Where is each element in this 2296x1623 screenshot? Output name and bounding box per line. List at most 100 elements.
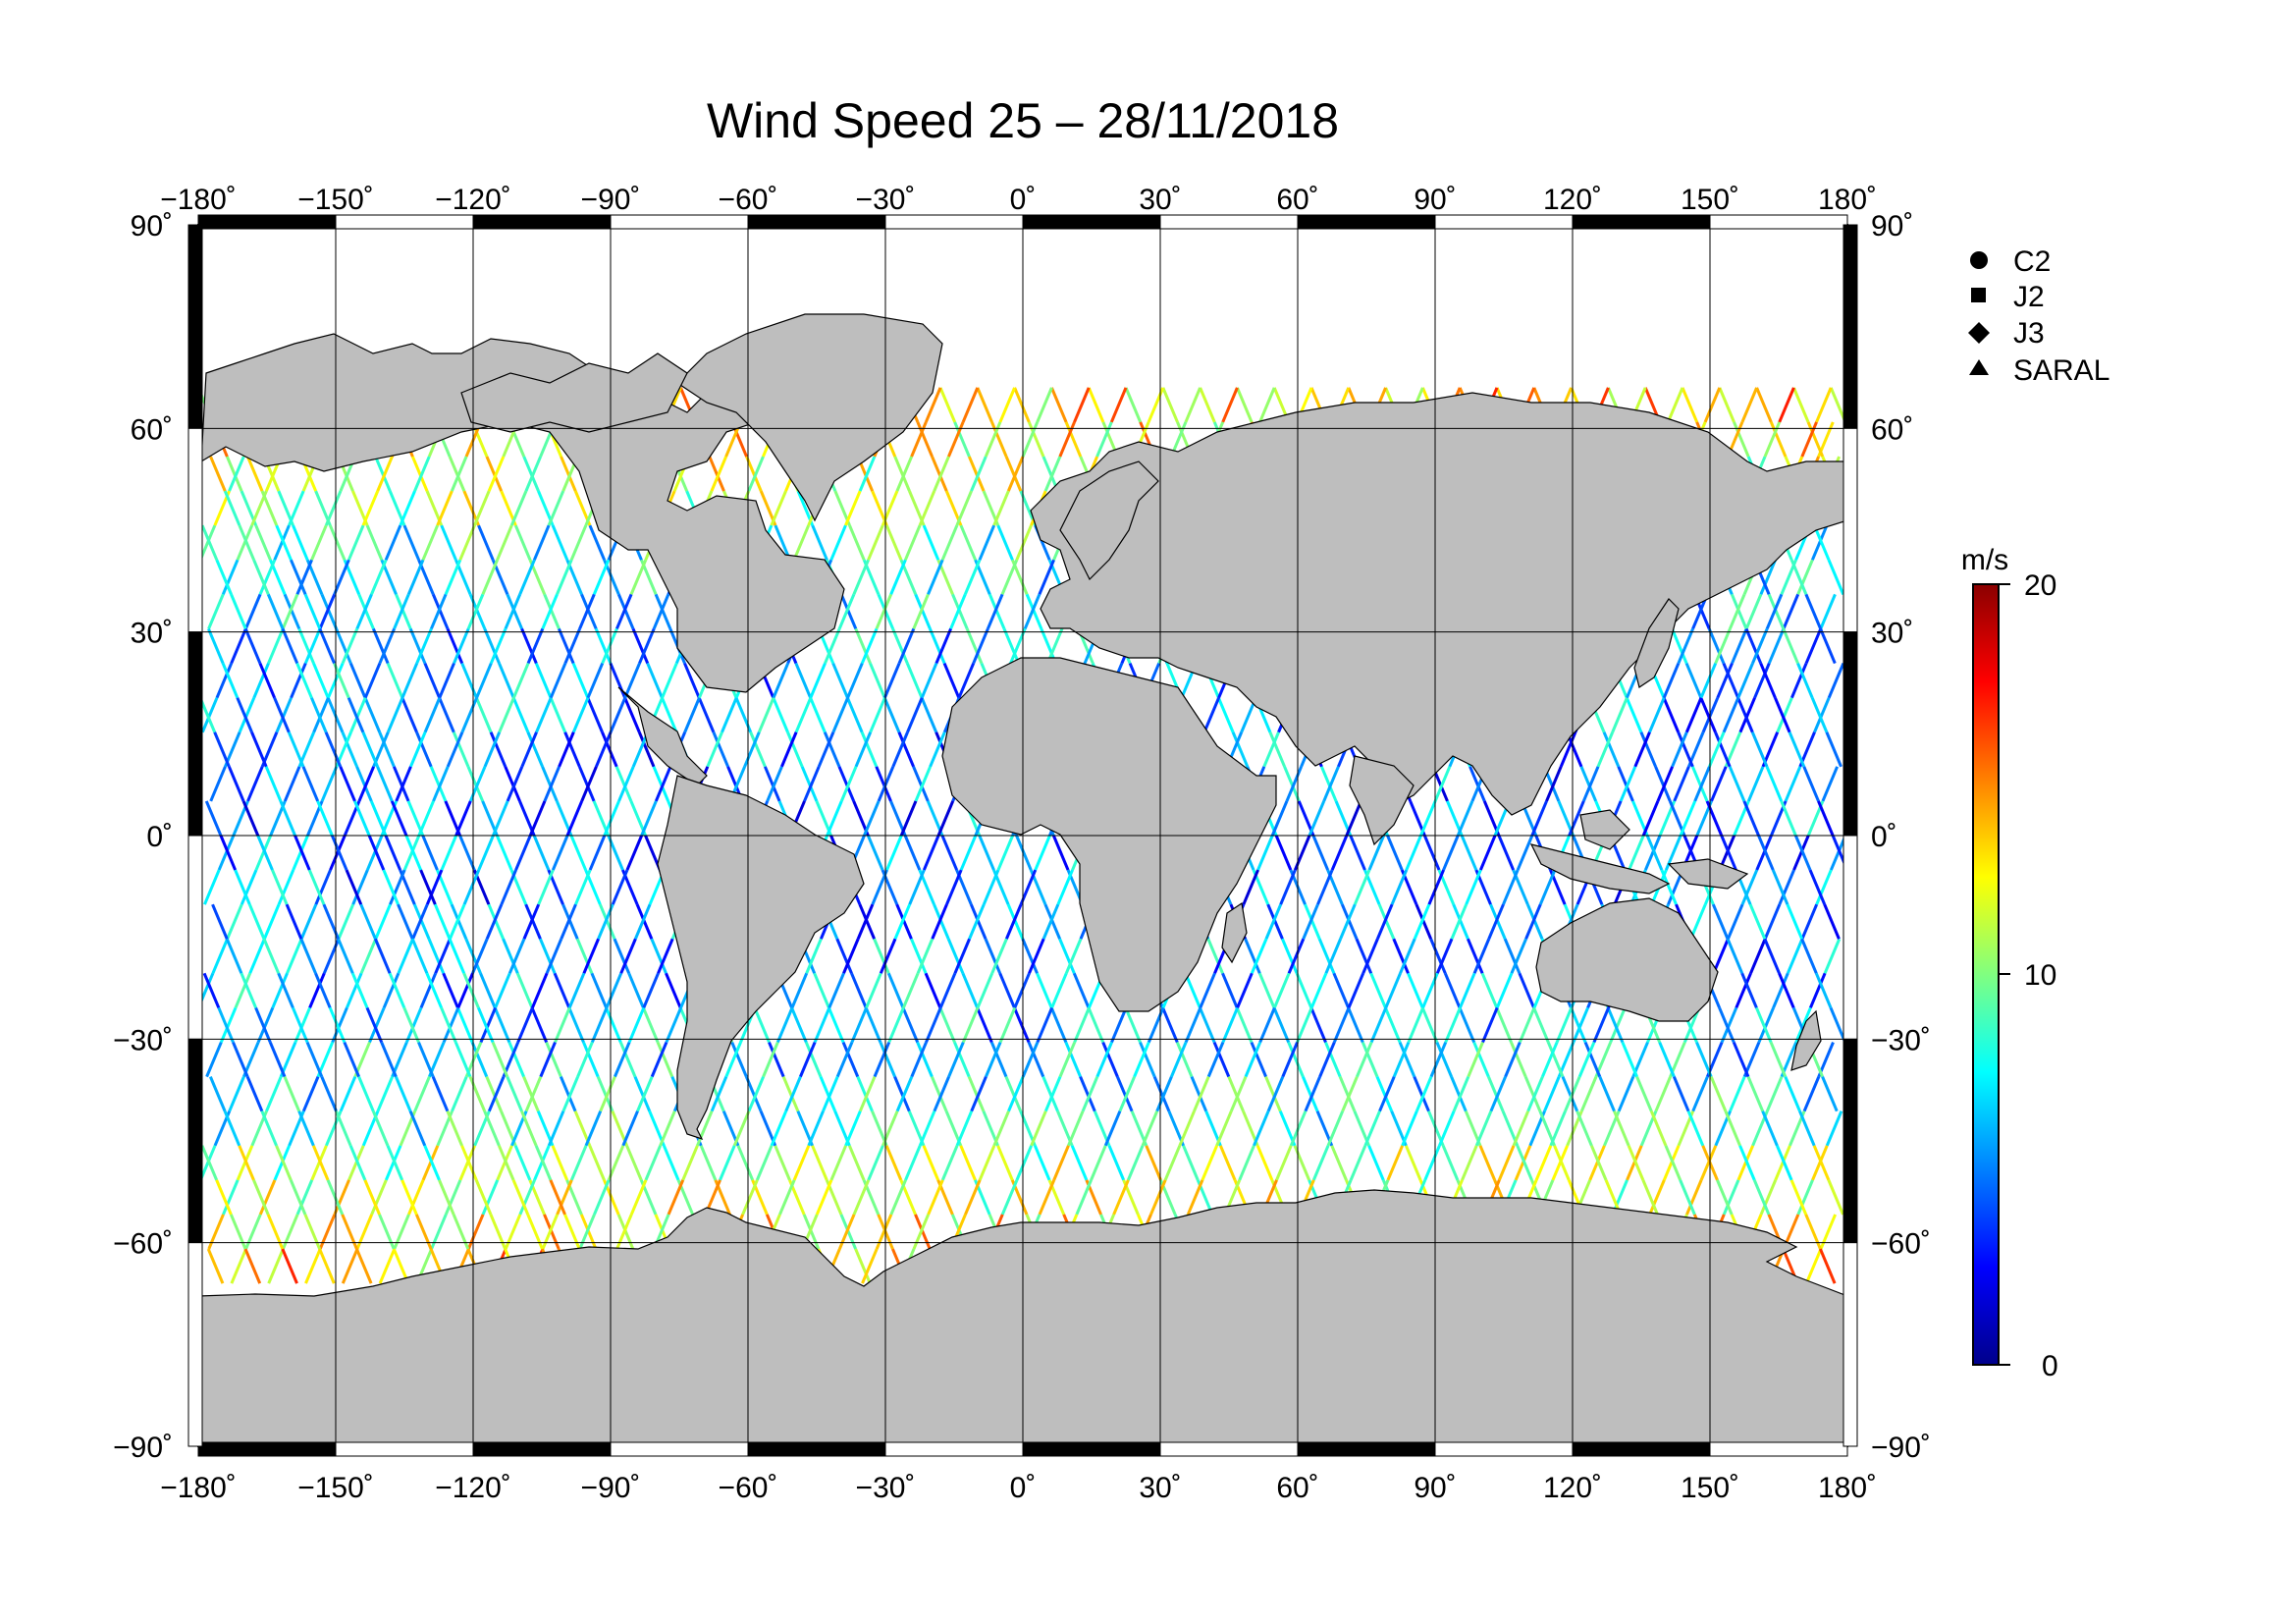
track-segment	[382, 972, 400, 1009]
track-segment	[349, 697, 367, 733]
track-segment	[545, 1041, 562, 1078]
track-segment	[706, 731, 723, 768]
track-segment	[487, 903, 506, 940]
track-segment	[526, 627, 545, 665]
track-segment	[1789, 1179, 1808, 1216]
track-segment	[260, 490, 279, 526]
track-segment	[955, 1110, 974, 1147]
track-segment	[922, 835, 940, 871]
track-segment	[1786, 938, 1804, 974]
colorbar: m/s 20 10 0	[1961, 544, 2058, 1382]
track-segment	[348, 1145, 367, 1181]
track-segment	[1755, 1006, 1773, 1044]
frame-band	[335, 1441, 474, 1457]
track-segment	[567, 972, 586, 1009]
track-segment	[1236, 972, 1254, 1009]
legend-label: SARAL	[2013, 354, 2109, 387]
track-segment	[1386, 835, 1404, 871]
track-segment	[1761, 1110, 1779, 1147]
frame-band	[472, 214, 612, 230]
track-segment	[1034, 835, 1051, 871]
track-segment	[236, 524, 254, 561]
track-segment	[1304, 1076, 1321, 1112]
track-segment	[400, 697, 418, 733]
track-segment	[908, 869, 926, 905]
track-segment	[964, 1179, 982, 1216]
track-segment	[1516, 835, 1534, 871]
track-segment	[1627, 1145, 1645, 1181]
track-segment	[927, 1179, 944, 1216]
track-segment	[1218, 1145, 1237, 1181]
track-segment	[1087, 1006, 1105, 1044]
track-segment	[1524, 903, 1542, 940]
track-segment	[222, 1179, 240, 1216]
track-segment	[204, 800, 223, 837]
track-segment	[530, 1006, 549, 1044]
track-segment	[547, 490, 565, 526]
latitude-tick-label: 90˚	[1871, 210, 1913, 243]
track-segment	[959, 1145, 977, 1181]
track-segment	[947, 421, 965, 458]
track-segment	[553, 972, 571, 1009]
land-australia	[1535, 897, 1719, 1022]
track-segment	[743, 731, 761, 768]
track-segment	[400, 1179, 418, 1216]
track-segment	[520, 731, 538, 768]
track-segment	[481, 559, 499, 595]
track-segment	[452, 1214, 470, 1250]
track-segment	[1752, 1179, 1771, 1216]
legend-item-saral: SARAL	[1969, 354, 2109, 387]
track-segment	[882, 697, 901, 733]
track-segment	[603, 800, 620, 837]
track-segment	[1353, 869, 1371, 905]
track-segment	[1575, 1110, 1593, 1147]
track-segment	[1772, 972, 1789, 1009]
track-segment	[359, 938, 378, 974]
track-segment	[1468, 766, 1486, 802]
track-segment	[411, 903, 429, 940]
track-segment	[856, 1076, 874, 1112]
track-segment	[1685, 1179, 1703, 1216]
track-segment	[916, 421, 934, 458]
track-segment	[886, 972, 905, 1009]
track-segment	[1730, 593, 1748, 630]
track-segment	[931, 903, 948, 940]
longitude-tick-label: 120˚	[1543, 184, 1602, 216]
track-segment	[563, 627, 581, 665]
frame-band	[610, 1441, 749, 1457]
track-segment	[556, 559, 573, 595]
track-segment	[1757, 835, 1775, 871]
track-segment	[556, 1179, 573, 1216]
frame-band	[187, 224, 203, 429]
track-segment	[1671, 627, 1688, 665]
track-segment	[200, 524, 219, 561]
track-segment	[1478, 1145, 1497, 1181]
track-segment	[998, 387, 1016, 423]
longitude-tick-label: 90˚	[1414, 1472, 1456, 1504]
track-segment	[835, 938, 853, 974]
track-segment	[1067, 1110, 1085, 1147]
track-segment	[774, 524, 792, 561]
track-segment	[388, 972, 406, 1009]
track-segment	[1036, 387, 1053, 423]
track-segment	[1058, 1041, 1077, 1078]
track-segment	[683, 662, 701, 699]
track-segment	[955, 490, 973, 526]
track-segment	[1728, 766, 1746, 802]
track-segment	[970, 1076, 988, 1112]
track-segment	[402, 1006, 420, 1044]
track-segment	[601, 627, 618, 665]
track-segment	[1272, 1006, 1291, 1044]
track-segment	[786, 731, 804, 768]
track-segment	[661, 662, 678, 699]
track-segment	[1827, 1179, 1844, 1216]
track-segment	[515, 972, 534, 1009]
track-segment	[456, 972, 474, 1009]
track-segment	[397, 903, 414, 940]
track-segment	[924, 387, 942, 423]
track-segment	[1274, 835, 1293, 871]
track-segment	[1027, 421, 1045, 458]
latitude-tick-label: −60˚	[113, 1228, 173, 1261]
track-segment	[969, 903, 988, 940]
track-segment	[1109, 387, 1128, 423]
